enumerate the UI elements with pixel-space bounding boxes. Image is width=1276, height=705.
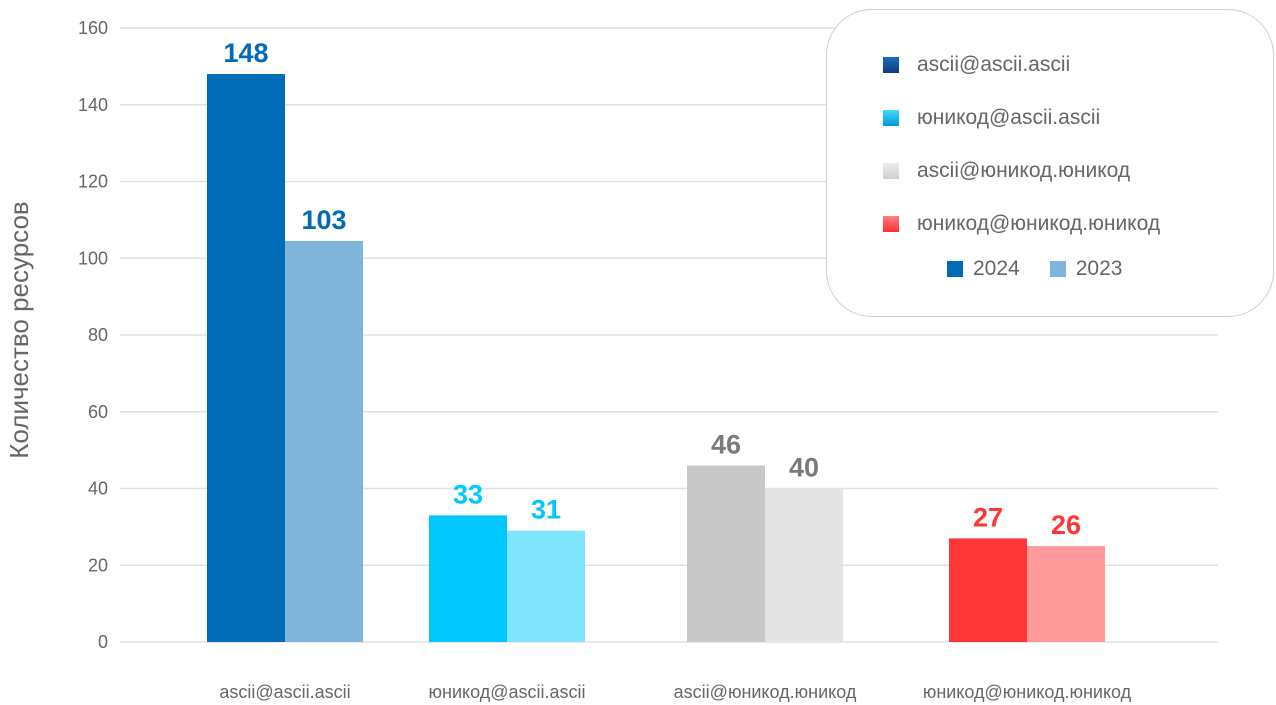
y-tick-label: 60 [88,402,108,422]
value-label: 46 [711,429,741,459]
bar-2024 [207,74,285,643]
value-labels: 148 103 33 31 46 40 27 26 [223,38,1081,540]
bar-2023 [507,530,585,642]
bar-2024 [429,515,507,642]
y-axis-ticks: 0 20 40 60 80 100 120 140 160 [78,18,108,652]
legend-item: ascii@ascii.ascii [883,50,1070,80]
legend-label: ascii@ascii.ascii [917,53,1071,76]
legend-year-2023: 2023 [1049,257,1123,281]
x-category-label: ascii@ascii.ascii [219,682,350,702]
x-category-label: юникод@ascii.ascii [429,682,586,702]
x-axis-categories: ascii@ascii.ascii юникод@ascii.ascii ascii… [219,682,1131,702]
legend-swatch [883,110,899,126]
legend: ascii@ascii.ascii юникод@ascii.ascii asc… [826,9,1274,317]
bar-2023 [285,240,363,642]
legend-label: ascii@юникод.юникод [917,159,1131,182]
y-tick-label: 160 [78,18,108,38]
legend-label: юникод@ascii.ascii [917,106,1101,129]
y-tick-label: 0 [98,632,108,652]
legend-years: 2024 2023 [947,254,1152,284]
y-tick-label: 20 [88,555,108,575]
legend-year-swatch [947,261,963,277]
legend-year-2024: 2024 [947,257,1020,281]
legend-item: юникод@юникод.юникод [883,209,1160,239]
legend-swatch [883,57,899,73]
bar-2023 [1027,546,1105,642]
value-label: 27 [973,502,1003,532]
legend-item: юникод@ascii.ascii [883,103,1100,133]
y-tick-label: 140 [78,95,108,115]
bar-2024 [949,538,1027,642]
value-label: 26 [1051,510,1081,540]
value-label: 31 [531,495,561,525]
legend-label: юникод@юникод.юникод [917,212,1161,235]
y-tick-label: 80 [88,325,108,345]
legend-year-swatch [1049,261,1066,277]
y-tick-label: 100 [78,248,108,268]
value-label: 33 [453,479,483,509]
x-category-label: ascii@юникод.юникод [674,682,857,702]
legend-item: ascii@юникод.юникод [883,156,1130,186]
legend-swatch [883,163,899,179]
value-label: 148 [223,38,268,68]
bar-2023 [765,488,843,642]
x-category-label: юникод@юникод.юникод [923,682,1132,702]
value-label: 103 [301,205,346,235]
y-axis-label: Количество ресурсов [4,201,34,459]
legend-year-label: 2024 [973,257,1020,280]
legend-swatch [883,216,899,232]
value-label: 40 [789,453,819,483]
y-tick-label: 120 [78,172,108,192]
y-tick-label: 40 [88,479,108,499]
bar-2024 [687,465,765,642]
bars [207,74,1105,643]
legend-year-label: 2023 [1075,257,1123,280]
